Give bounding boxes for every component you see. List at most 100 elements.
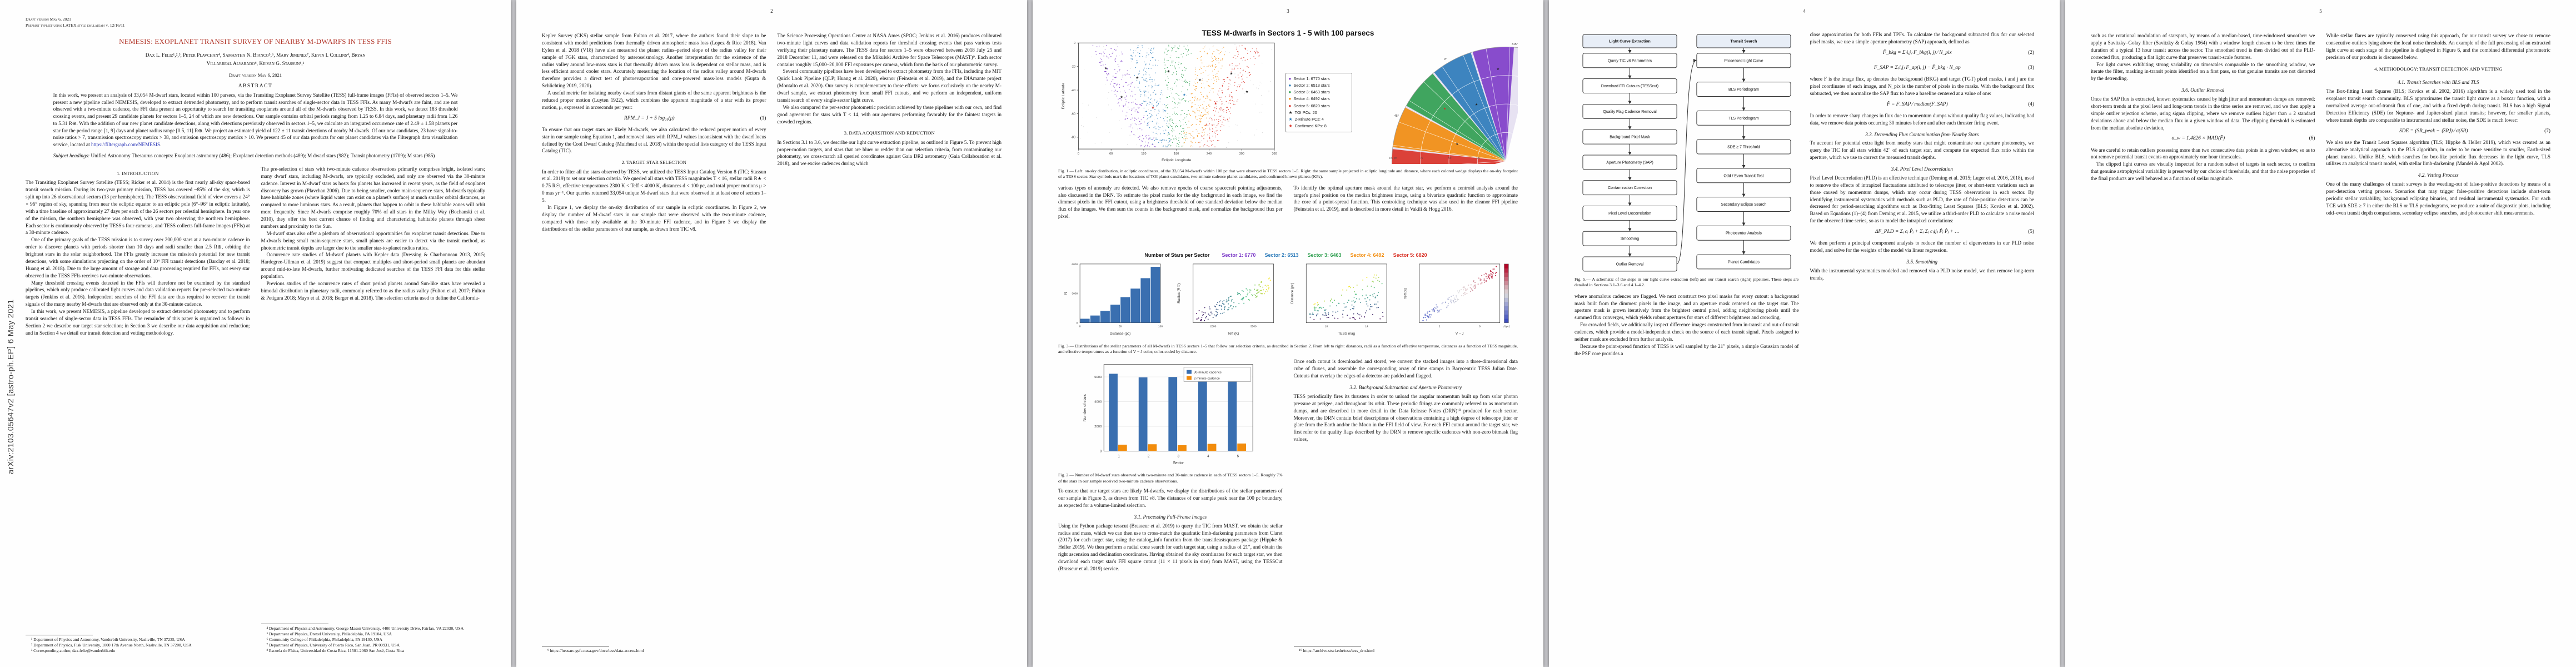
page-2-content: Kepler Survey (CKS) stellar sample from … (516, 0, 1027, 667)
plot-text: 315° (1512, 43, 1518, 46)
page-number: 2 (770, 8, 773, 14)
plot-text: 1 (1118, 455, 1120, 459)
paragraph: We then perform a principal component an… (1810, 240, 2035, 253)
affiliation-footnote: ⁴ Department of Physics and Astronomy, G… (266, 625, 464, 631)
equation-body: F_SAP = Σ₍i,j₎ F_ap(i, j) − F̄_bkg · N_a… (1874, 64, 1961, 71)
page-4-left-column: Light Curve Extraction Transit Search Quer… (1575, 31, 1799, 654)
legend-label: Sector 1: 6770 stars (1293, 76, 1330, 82)
paragraph: Pixel Level Decorrelation (PLD) is an ef… (1810, 175, 2035, 224)
paragraph: One of the many challenges of transit su… (2326, 181, 2551, 216)
paragraph: close approximation for both FFIs and TP… (1810, 32, 2035, 44)
paragraph: While stellar flares are typically conse… (2326, 33, 2551, 60)
plot-text: ★ (1443, 107, 1447, 111)
affiliation-footnote: ⁵ Department of Physics, Drexel Universi… (266, 631, 392, 636)
plot-text: 100 pc (1389, 156, 1397, 160)
plot-text: -20 (1071, 65, 1075, 68)
plot-text: Quality Flag Cadence Removal (1603, 110, 1657, 114)
page-1: arXiv:2103.05647v2 [astro-ph.EP] 6 May 2… (0, 0, 511, 667)
legend-item: ● Sector 3: 6463 stars (1289, 89, 1349, 96)
plot-text: 30-minute cadence (1194, 371, 1222, 375)
page-3-right-column: Once each cutout is downloaded and store… (1293, 358, 1518, 654)
paragraph: We also use the Transit Least Squares al… (2326, 139, 2551, 167)
paragraph: where anomalous cadences are flagged. We… (1575, 293, 1799, 321)
paragraph: One of the primary goals of the TESS mis… (26, 237, 250, 278)
subsection-heading-3-1: 3.1. Processing Full-Frame Images (1134, 514, 1207, 520)
draft-version-line: Draft version May 6, 2021 (26, 17, 71, 22)
subsection-heading-3-6: 3.6. Outlier Removal (2181, 87, 2225, 93)
subject-text: Unified Astronomy Thesaurus concepts: Ex… (91, 152, 435, 158)
plot-text: Number of stars (1083, 394, 1087, 421)
equation-number: (3) (2028, 64, 2034, 71)
page-1-right-column: The pre-selection of stars with two-minu… (261, 166, 486, 654)
subsection-heading-3-5: 3.5. Smoothing (1906, 259, 1937, 265)
plot-text: Background Pixel Mask (1610, 136, 1650, 140)
plot-text: TESS mag (1338, 332, 1355, 336)
page-2-left-column: Kepler Survey (CKS) stellar sample from … (542, 32, 766, 654)
paragraph: To ensure that our target stars are like… (542, 126, 766, 154)
sector-count: Sector 4: 6492 (1350, 252, 1384, 258)
legend-label: Sector 2: 6513 stars (1293, 83, 1330, 88)
paragraph: TESS periodically fires its thrusters in… (1293, 393, 1518, 442)
dot-marker: ● (1288, 96, 1292, 102)
equation-body: RPM_J = J + 5 log₁₀(μ) (624, 115, 675, 121)
star-marker: ★ (1288, 116, 1293, 122)
figure-3-block: Number of Stars per Sector Sector 1: 6770… (1058, 249, 1518, 355)
sector-count: Sector 3: 6463 (1307, 252, 1342, 258)
star-marker: ★ (1288, 123, 1293, 128)
plot-text: 2-minute cadence (1194, 377, 1220, 381)
dot-marker: ● (1288, 89, 1292, 95)
page-3-left-column: 0 2000 4000 6000 1 2 3 4 5 Sector Number of stars 3… (1058, 358, 1283, 654)
figure-1-panels: ★ ★ ★ ★ ★ ★ ★ ★ ★ ★ 0 60 120 180 240 300 360 0 -20 -40 -60 -8… (1058, 39, 1518, 166)
plot-text: ★ (1167, 70, 1170, 74)
plot-text: Query TIC v8 Parameters (1608, 59, 1652, 63)
draft-header: Draft version May 6, 2021 Preprint types… (26, 17, 485, 28)
paragraph: We are careful to retain outliers posses… (2091, 147, 2315, 160)
plot-text: V − J (1456, 332, 1464, 336)
filtergraph-link[interactable]: https://filtergraph.com/NEMESIS (91, 141, 161, 147)
plot-text: Sector (1173, 462, 1184, 466)
affiliation-footnote: ⁷ Department of Physics, University of P… (266, 642, 400, 648)
authors-line-1: Dax L. Feliz¹,²,³, Peter Plavchan⁴, Sama… (145, 53, 366, 59)
subsection-heading-4-2: 4.2. Vetting Process (2418, 172, 2459, 178)
plot-text: 6000 (1072, 263, 1078, 266)
page-5-right-column: While stellar flares are typically conse… (2326, 32, 2551, 654)
plot-text: 6000 (1094, 376, 1102, 379)
plot-text: Secondary Eclipse Search (1721, 203, 1766, 207)
equation-body: ΔF_PLD = Σᵢ cᵢ P̂ᵢ + Σᵢ Σⱼ c₍ij₎ P̂ᵢ P̂ⱼ… (1875, 229, 1960, 235)
paragraph: In Figure 1, we display the on-sky distr… (542, 204, 766, 232)
legend-label: Sector 4: 6492 stars (1293, 96, 1330, 102)
plot-text: 50 (1448, 156, 1452, 160)
plot-text: Radius (R☉) (1177, 283, 1181, 303)
equation-3: F_SAP = Σ₍i,j₎ F_ap(i, j) − F̄_bkg · N_a… (1810, 64, 2034, 72)
plot-text: ★ (1135, 76, 1139, 80)
legend-label: TOI PCs: 20 (1294, 109, 1317, 115)
legend-item: ★ Confirmed KPs: 8 (1289, 123, 1349, 130)
plot-text: 0 (1078, 152, 1079, 156)
plot-text: 360 (1272, 152, 1277, 156)
plot-text: 4 (1207, 455, 1209, 459)
affiliation-footnote: ³ Corresponding author, dax.feliz@vander… (31, 648, 116, 653)
paragraph: For crowded fields, we additionally insp… (1575, 322, 1799, 342)
plot-text: ★ (1104, 67, 1108, 71)
equation-number: (2) (2028, 49, 2034, 56)
paragraph: In order to remove sharp changes in flux… (1810, 112, 2035, 126)
figure-1-sky-map: ★ ★ ★ ★ ★ ★ ★ ★ ★ ★ 0 60 120 180 240 300 360 0 -20 -40 -60 -8… (1062, 42, 1277, 162)
paragraph: Previous studies of the occurrence rates… (261, 280, 486, 301)
plot-text: ★ (1152, 106, 1155, 110)
page-5-left-column: such as the rotational modulation of sta… (2091, 32, 2315, 654)
equation-number: (5) (2028, 229, 2034, 235)
subsection-heading-4-1: 4.1. Transit Searches with BLS and TLS (2398, 79, 2479, 86)
page-4-right-column: close approximation for both FFIs and TP… (1810, 31, 2035, 654)
paragraph: With the instrumental systematics modele… (1810, 267, 2035, 281)
plot-text: 0 (1100, 450, 1102, 454)
plot-text: d (pc) (1503, 325, 1509, 327)
plot-text: 60 (1109, 152, 1113, 156)
plot-text: Ecliptic Latitude (1062, 83, 1065, 109)
paragraph: To identify the optimal aperture mask ar… (1293, 185, 1518, 212)
dot-marker: ● (1288, 76, 1292, 82)
page-4-columns: Light Curve Extraction Transit Search Quer… (1575, 31, 2034, 654)
paragraph: In order to filter all the stars observe… (542, 168, 766, 203)
paper-title: NEMESIS: EXOPLANET TRANSIT SURVEY OF NEA… (119, 37, 392, 46)
url-footnote: ¹⁰ https://archive.stsci.edu/tess/tess_d… (1299, 648, 1375, 653)
